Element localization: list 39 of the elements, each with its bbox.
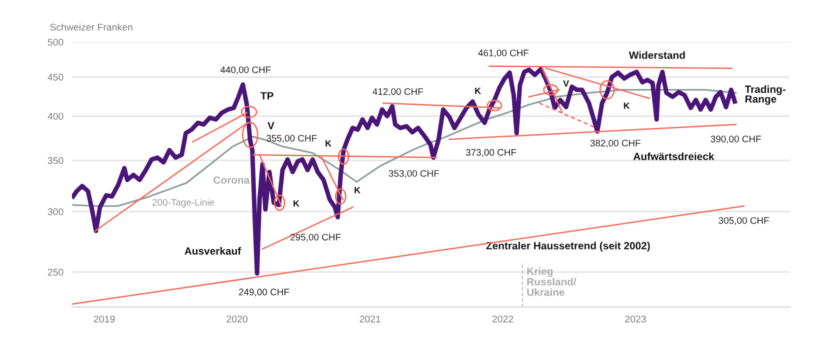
annotation: 355,00 CHF	[266, 134, 317, 143]
y-tick-label: 450	[48, 74, 64, 81]
y-tick-label: 350	[48, 157, 64, 164]
annotation: K	[624, 102, 630, 109]
annotation: V	[268, 122, 274, 130]
annotation: Corona	[214, 176, 250, 184]
x-tick-label: 2023	[625, 316, 646, 322]
annotation: 353,00 CHF	[388, 170, 440, 178]
annotation: 390,00 CHF	[710, 136, 761, 144]
ref-line-label: Krieg Russland/ Ukraine	[527, 267, 576, 296]
annotation: TP	[260, 92, 274, 100]
annotation: Zentraler Haussetrend (seit 2002)	[486, 242, 650, 252]
y-axis-title: Schweizer Franken	[50, 23, 132, 31]
annotation: 440,00 CHF	[220, 66, 271, 74]
annotation: 373,00 CHF	[466, 149, 516, 157]
y-tick-label: 250	[48, 268, 64, 276]
y-tick-label: 400	[48, 112, 64, 120]
annotation: 305,00 CHF	[718, 217, 769, 226]
annotation: Widerstand	[628, 51, 685, 59]
annotation: K	[354, 186, 361, 194]
x-tick-label: 2022	[492, 316, 514, 322]
annotation: 249,00 CHF	[239, 288, 290, 296]
annotation: K	[326, 140, 332, 146]
annotation: V	[563, 80, 570, 87]
annotation: 200-Tage-Linie	[152, 198, 214, 208]
annotation: K	[475, 88, 481, 94]
annotation: 461,00 CHF	[478, 50, 529, 58]
x-tick-label: 2021	[360, 316, 380, 322]
y-tick-label: 300	[48, 208, 64, 216]
annotation: Trading- Range	[744, 85, 786, 105]
x-tick-label: 2020	[226, 316, 248, 322]
x-tick-label: 2019	[94, 316, 115, 322]
annotation: Aufwärtsdreieck	[633, 152, 714, 160]
annotation: K	[294, 200, 300, 207]
annotation: Ausverkauf	[184, 247, 242, 255]
annotation: 412,00 CHF	[372, 88, 423, 96]
y-tick-label: 500	[48, 38, 64, 46]
annotation: 295,00 CHF	[290, 234, 341, 242]
annotation: 382,00 CHF	[590, 140, 640, 148]
